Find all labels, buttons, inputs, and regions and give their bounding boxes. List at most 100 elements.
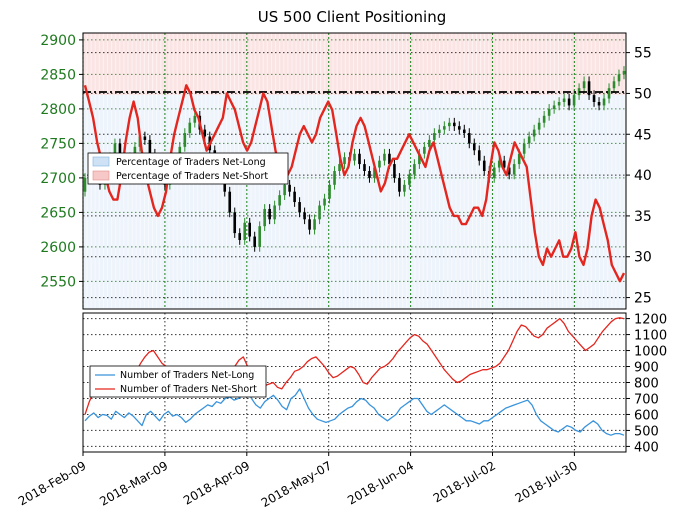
candle-body [537,122,541,130]
candle-body [353,153,356,161]
count-tick-label: 500 [634,424,659,439]
percent-tick-label: 40 [634,168,652,184]
candle-body [597,102,601,106]
candle-body [343,157,346,165]
count-gridlines [82,313,626,452]
candle-body [273,205,276,220]
price-candles [83,66,626,252]
candle-body [607,88,611,99]
candle-body [143,136,147,140]
candle-body [552,105,556,109]
candle-body [492,167,496,178]
date-tick-label: 2018-Feb-09 [16,458,89,508]
date-tick-label: 2018-Jul-02 [431,458,498,505]
candle-body [462,129,466,134]
percent-tick-label: 30 [634,250,652,266]
candle-body [567,98,571,106]
candle-body [148,139,152,154]
candle-body [547,108,551,116]
candle-body [228,191,232,213]
candle-body [253,236,256,247]
percent-legend: Percentage of Traders Net-Long Percentag… [87,152,289,185]
candle-body [328,184,331,199]
net-long-count-line [84,388,625,436]
legend-box [89,365,267,398]
count-tick-label: 1100 [634,329,667,344]
candle-body [388,153,391,165]
candle-body [393,164,396,178]
count-tick-label: 900 [634,361,659,376]
candle-body [472,143,476,151]
legend-label-net-long: Percentage of Traders Net-Long [116,157,266,168]
candle-body [323,198,326,206]
count-tick-label: 400 [634,440,659,455]
candle-body [458,126,461,130]
candle-body [308,219,311,230]
candle-body [617,74,621,82]
candle-body [428,139,431,147]
candle-body [318,205,321,220]
candle-body [482,160,486,171]
candle-body [288,184,291,192]
percent-tick-label: 25 [634,291,652,307]
candle-body [453,122,456,127]
candle-body [233,212,237,234]
price-tick-label: 2600 [40,240,76,256]
candle-body [268,208,271,220]
candle-body [298,202,301,213]
candle-body [258,226,261,247]
legend-label-net-short-count: Number of Traders Net-Short [120,384,257,395]
candle-body [243,222,247,240]
candle-body [413,164,416,175]
candle-body [507,167,511,175]
candle-body [448,122,451,127]
candle-body [497,160,501,168]
candle-body [622,70,626,75]
candle-body [358,153,361,165]
price-tick-label: 2550 [40,274,76,290]
net-short-percent-line [83,84,626,283]
price-panel-frame [82,32,627,310]
candle-body [263,208,266,227]
candle-body [527,136,531,144]
percent-tick-label: 35 [634,209,652,225]
price-tick-label: 2900 [40,33,76,49]
candle-body [183,133,187,147]
candle-body [418,153,421,165]
price-tick-label: 2850 [40,67,76,83]
candle-body [303,212,306,220]
legend-swatch-net-long [92,156,110,167]
candle-body [572,95,576,106]
candle-body [188,122,192,134]
candle-body [383,153,386,161]
percent-tick-label: 45 [634,127,652,143]
candle-body [423,146,426,154]
price-tick-label: 2700 [40,171,76,187]
candle-body [408,174,411,185]
candle-body [83,177,87,192]
price-panel: 2550 2600 2650 2700 2750 2800 2850 2900 25 30 35 4… [40,32,652,310]
candle-body [532,129,536,137]
percent-tick-label: 55 [634,46,652,62]
candle-body [118,143,122,154]
date-tick-label: 2018-May-07 [259,458,334,510]
candle-body [433,133,436,140]
candle-body [522,143,526,154]
candle-body [398,177,401,192]
count-tick-label: 1200 [634,313,667,328]
candle-body [278,195,281,206]
candle-body [477,150,481,161]
candle-body [293,191,296,203]
candle-body [113,143,117,158]
date-tick-label: 2018-Mar-09 [97,458,170,508]
candle-body [602,98,606,106]
price-tick-label: 2650 [40,205,76,221]
candle-body [438,129,441,134]
candle-body [363,164,366,171]
legend-label-net-short: Percentage of Traders Net-Short [116,171,268,182]
candle-body [542,115,546,123]
legend-label-net-long-count: Number of Traders Net-Long [120,370,254,381]
